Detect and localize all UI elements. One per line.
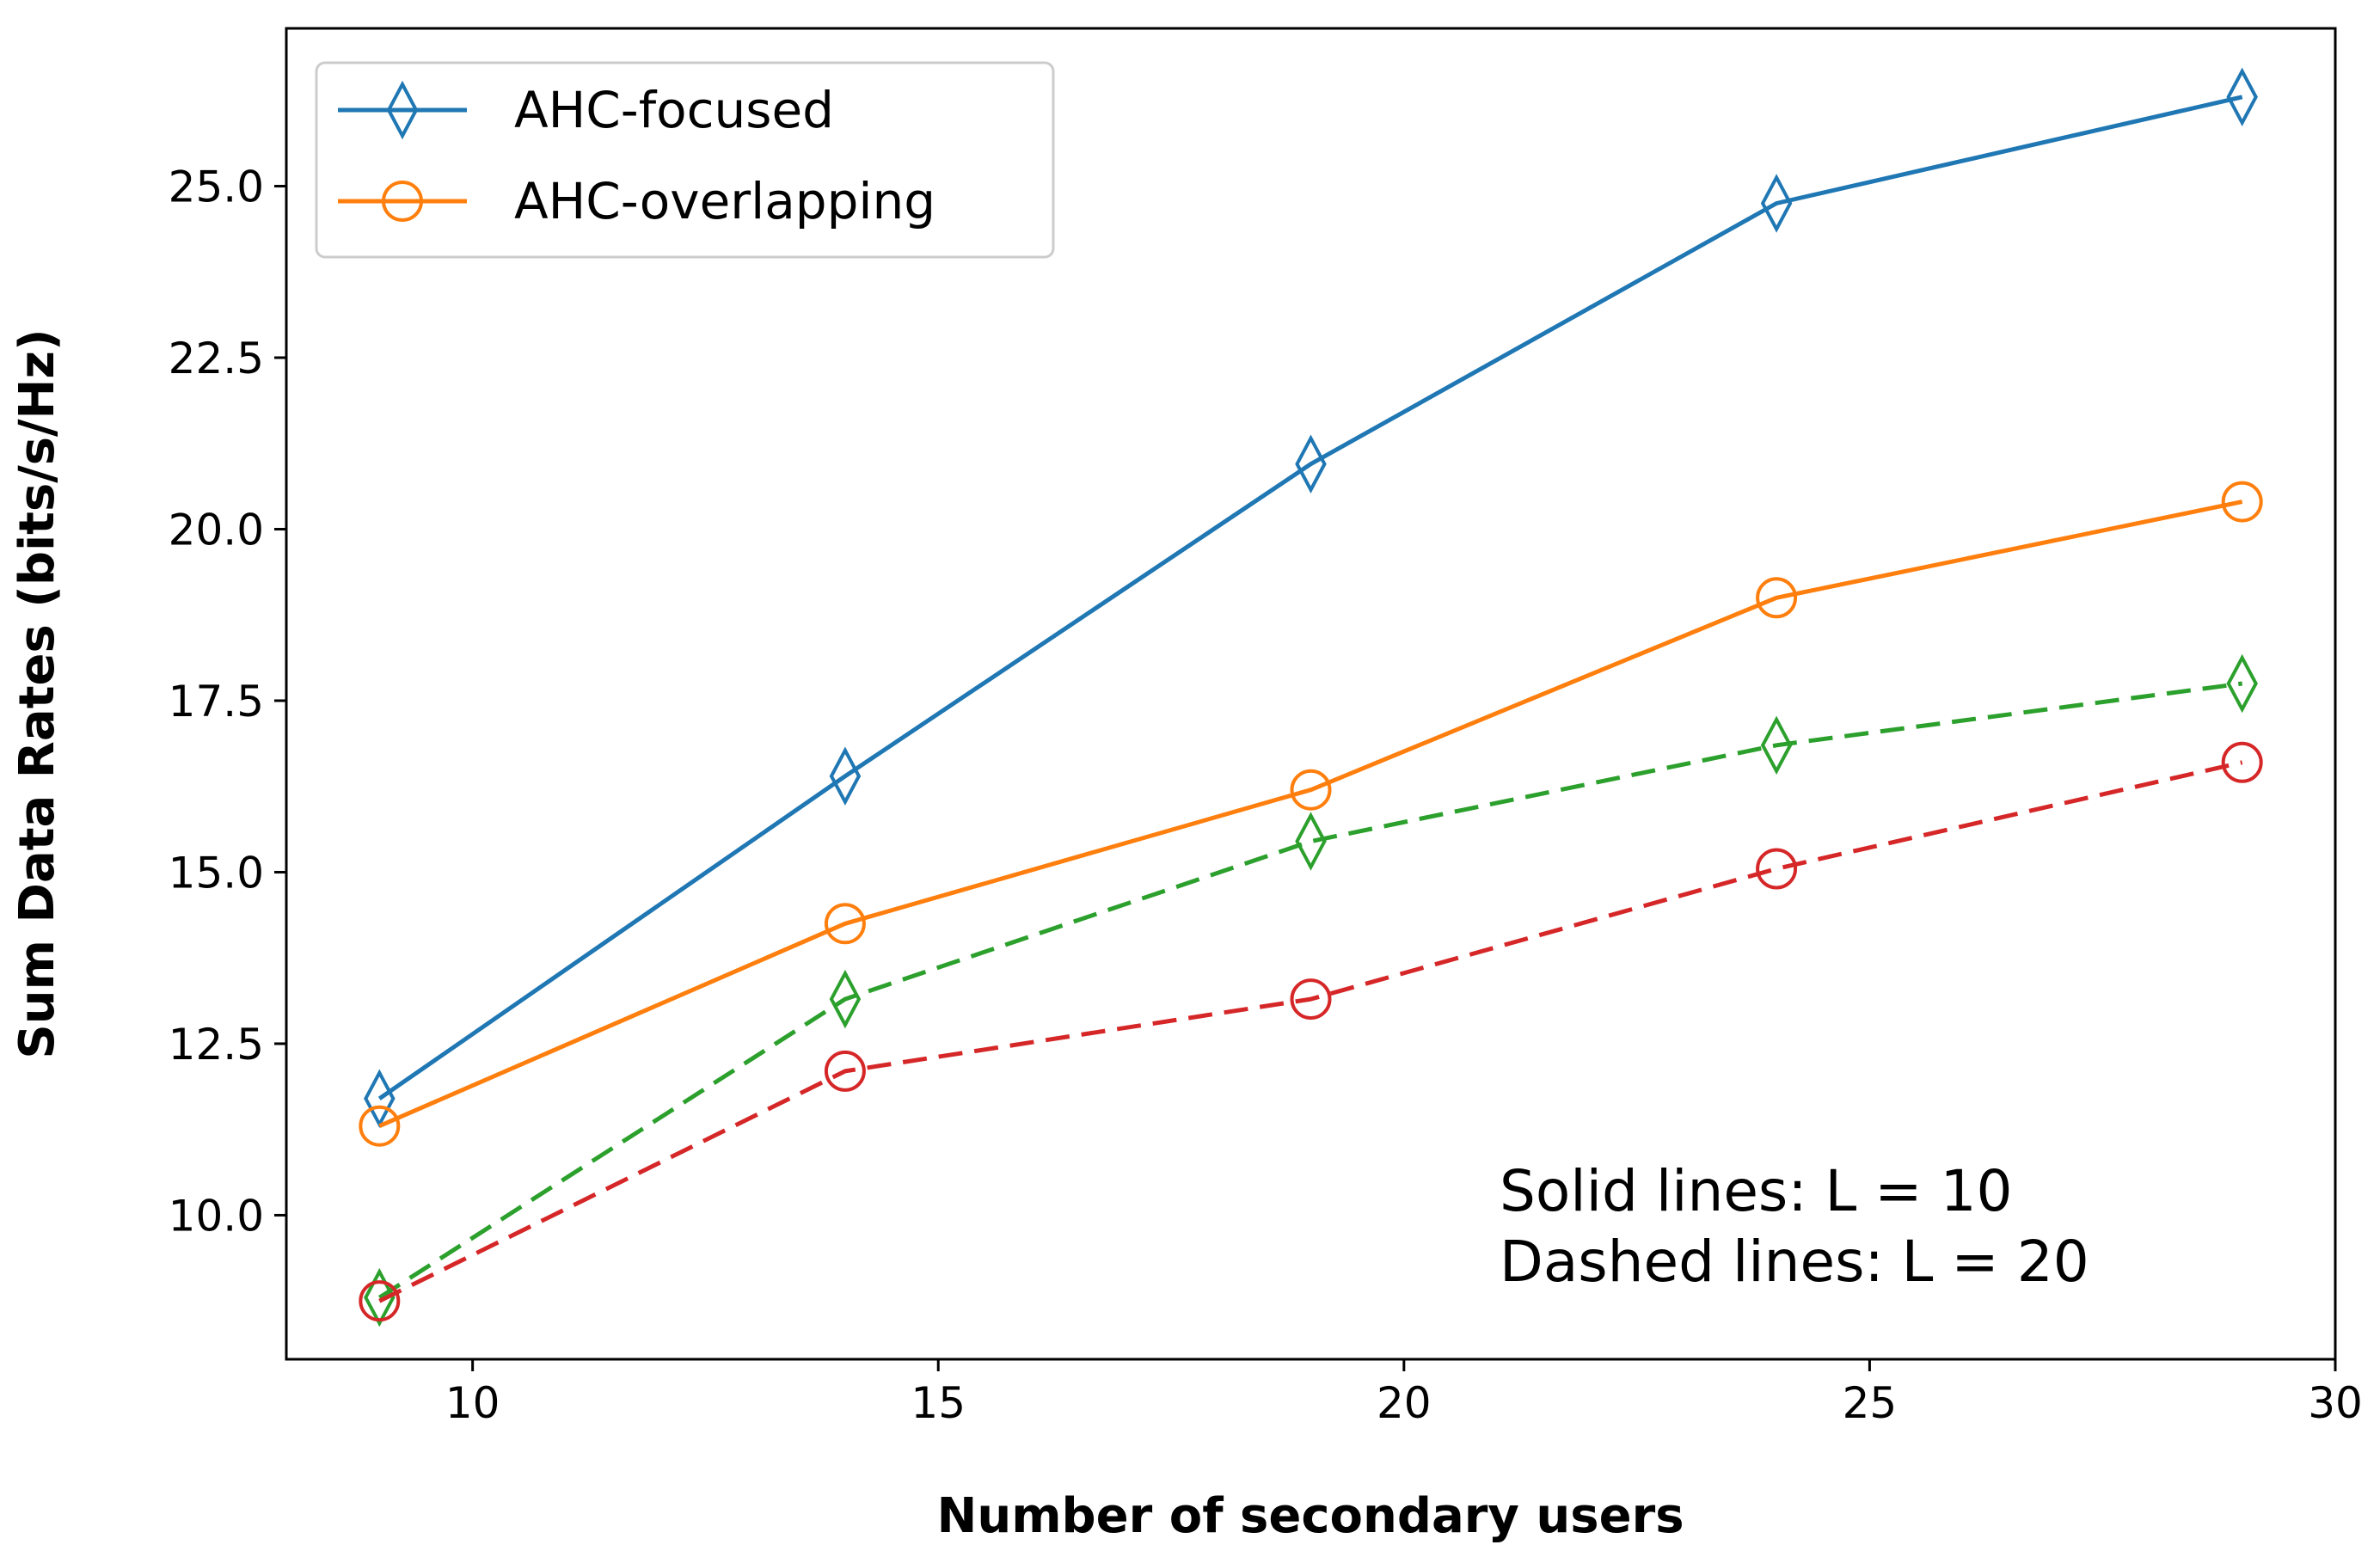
x-axis-label: Number of secondary users <box>936 1488 1684 1544</box>
x-tick-label: 30 <box>2308 1378 2363 1428</box>
y-tick-label: 17.5 <box>169 677 264 726</box>
data-point <box>824 1050 866 1092</box>
legend-label-ahc-overlapping: AHC-overlapping <box>514 172 935 230</box>
y-tick-label: 10.0 <box>169 1191 264 1241</box>
legend-circle-marker <box>382 181 423 222</box>
y-tick-label: 15.0 <box>169 848 264 898</box>
data-point <box>829 746 862 806</box>
data-point <box>1290 769 1332 811</box>
y-axis-label: Sum Data Rates (bits/s/Hz) <box>9 328 65 1058</box>
series-layer <box>359 67 2263 1327</box>
y-tick-label: 20.0 <box>169 505 264 555</box>
data-point <box>2221 741 2263 783</box>
data-point <box>364 1267 396 1327</box>
series-1 <box>359 481 2263 1147</box>
series-line <box>378 500 2243 1128</box>
data-point <box>1756 848 1798 890</box>
series-line <box>377 95 2243 1100</box>
data-point <box>2226 67 2258 127</box>
data-point <box>359 1105 401 1147</box>
series-line <box>377 681 2243 1300</box>
y-tick-label: 12.5 <box>169 1020 264 1070</box>
data-point <box>829 969 862 1029</box>
data-point <box>1760 174 1793 233</box>
x-tick-label: 25 <box>1843 1378 1898 1428</box>
y-tick-label: 25.0 <box>169 162 264 212</box>
x-tick-label: 15 <box>911 1378 966 1428</box>
data-point <box>824 903 866 945</box>
legend-diamond-marker <box>386 80 419 140</box>
data-point <box>2221 481 2263 523</box>
y-tick-label: 22.5 <box>169 334 264 383</box>
series-3 <box>359 741 2263 1322</box>
series-line <box>378 760 2243 1303</box>
legend-box <box>315 61 1055 259</box>
legend-label-ahc-focused: AHC-focused <box>514 81 834 139</box>
data-point <box>1756 577 1798 619</box>
x-tick-label: 20 <box>1377 1378 1432 1428</box>
ticks-layer: 10 15 20 25 30 10.0 12.5 15.0 17.5 20.0 22.5 25.0 <box>169 162 2363 1428</box>
data-point <box>1760 715 1793 775</box>
x-tick-label: 10 <box>445 1378 500 1428</box>
axes-frame <box>285 27 2337 1361</box>
series-0 <box>364 67 2258 1129</box>
data-point <box>1295 434 1327 493</box>
series-2 <box>364 653 2258 1327</box>
data-point <box>2226 653 2258 714</box>
legend: AHC-focused AHC-overlapping <box>315 61 1055 259</box>
data-point <box>1295 812 1327 871</box>
data-point <box>1290 978 1332 1021</box>
data-point <box>359 1280 401 1322</box>
annotation-solid-lines: Solid lines: L = 10 <box>1500 1158 2013 1224</box>
annotation-dashed-lines: Dashed lines: L = 20 <box>1500 1229 2089 1295</box>
